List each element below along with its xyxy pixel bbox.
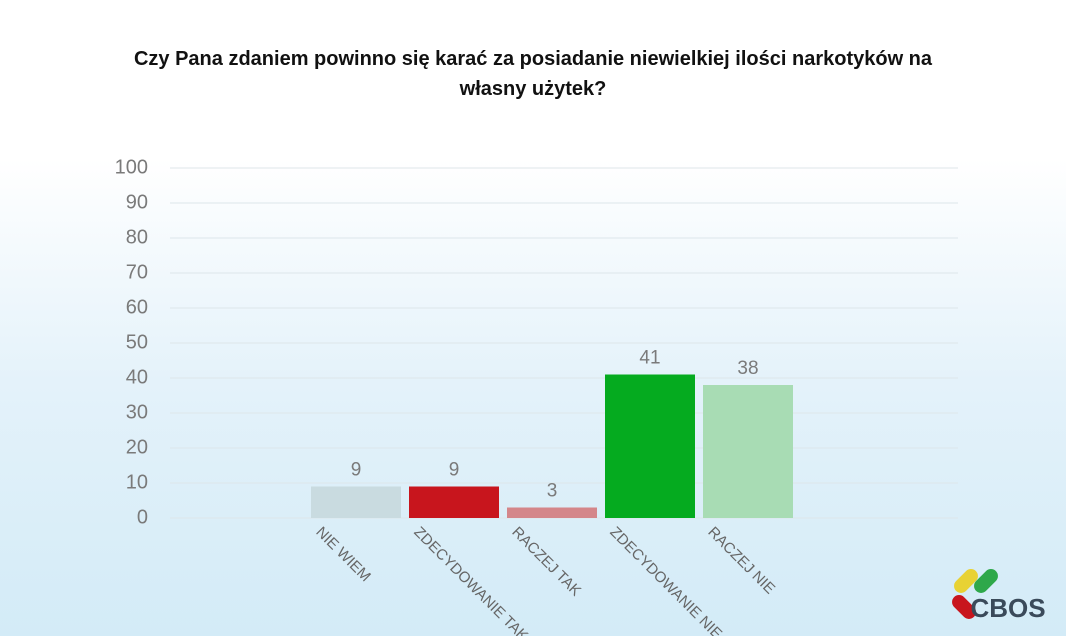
- chart-title: Czy Pana zdaniem powinno się karać za po…: [133, 48, 933, 100]
- x-tick-label: RACZEJ TAK: [508, 524, 584, 600]
- y-tick-label: 20: [126, 436, 148, 458]
- bar: [311, 486, 401, 518]
- bar: [409, 486, 499, 518]
- y-tick-label: 0: [137, 506, 148, 528]
- data-label: 9: [351, 460, 362, 481]
- logo-text: CBOS: [970, 593, 1045, 623]
- y-tick-label: 40: [126, 366, 148, 388]
- x-tick-label: NIE WIEM: [312, 524, 374, 586]
- y-tick-label: 70: [126, 261, 148, 283]
- data-label: 38: [737, 358, 758, 379]
- x-tick-label: ZDECYDOWANIE TAK: [410, 524, 531, 636]
- y-tick-label: 10: [126, 471, 148, 493]
- data-label: 41: [639, 348, 660, 369]
- y-tick-label: 60: [126, 296, 148, 318]
- y-tick-label: 50: [126, 331, 148, 353]
- bar: [605, 374, 695, 518]
- y-tick-label: 80: [126, 226, 148, 248]
- data-label: 9: [449, 460, 460, 481]
- data-label: 3: [547, 481, 558, 502]
- y-tick-label: 90: [126, 191, 148, 213]
- x-tick-label: ZDECYDOWANIE NIE: [606, 524, 725, 636]
- bar: [507, 507, 597, 518]
- logo-icon: [952, 569, 998, 619]
- y-tick-label: 30: [126, 401, 148, 423]
- x-tick-label: RACZEJ NIE: [704, 524, 778, 598]
- bar: [703, 385, 793, 518]
- y-tick-label: 100: [115, 156, 148, 178]
